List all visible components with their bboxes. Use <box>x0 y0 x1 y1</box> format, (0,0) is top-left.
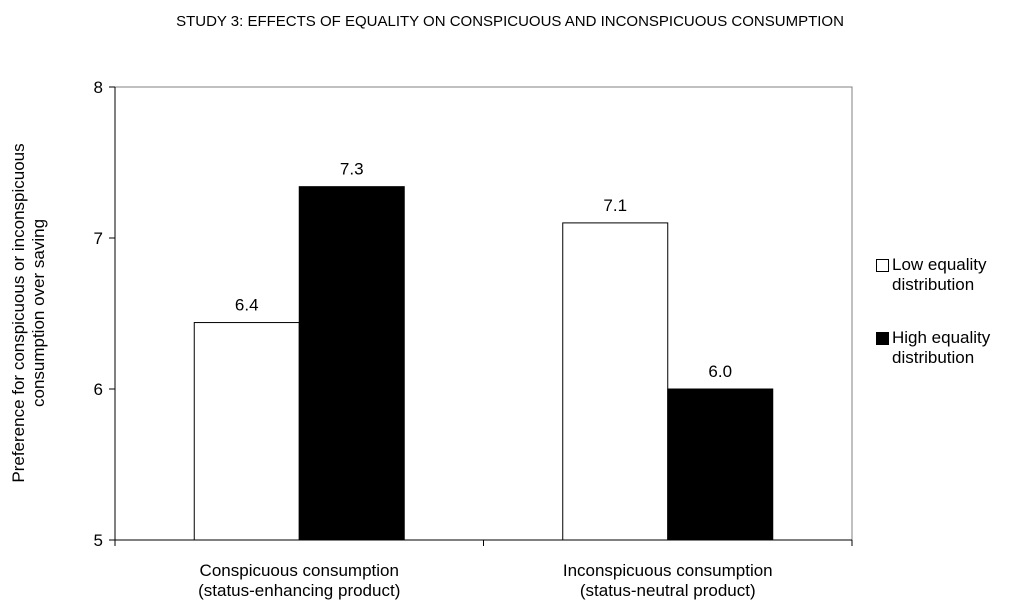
x-tick-label-line: (status-neutral product) <box>580 581 756 600</box>
legend-swatch <box>876 332 889 345</box>
bar <box>667 388 774 541</box>
value-label: 7.1 <box>603 196 627 215</box>
y-axis-title-line: consumption over saving <box>29 219 48 407</box>
y-axis-title-line: Preference for conspicuous or inconspicu… <box>9 143 28 482</box>
value-label: 6.4 <box>235 296 259 315</box>
y-tick-label: 8 <box>94 78 103 97</box>
y-tick-label: 7 <box>94 229 103 248</box>
legend-label: Low equality distribution <box>892 255 987 294</box>
bar <box>298 186 405 541</box>
y-axis-title: Preference for conspicuous or inconspicu… <box>9 143 48 482</box>
x-tick-label-line: (status-enhancing product) <box>198 581 400 600</box>
legend-item: High equality distribution <box>876 328 1016 368</box>
y-tick-label: 5 <box>94 531 103 550</box>
legend-swatch <box>876 259 889 272</box>
x-tick-label-line: Inconspicuous consumption <box>563 561 773 580</box>
x-tick-label: Inconspicuous consumption (status-neutral… <box>563 561 773 600</box>
bar <box>562 222 669 541</box>
x-tick-label-line: Conspicuous consumption <box>200 561 399 580</box>
legend-item: Low equality distribution <box>876 255 1016 295</box>
bar <box>193 322 300 541</box>
value-label: 7.3 <box>340 160 364 179</box>
y-tick-label: 6 <box>94 380 103 399</box>
x-tick-label: Conspicuous consumption (status-enhancing… <box>198 561 400 600</box>
chart-title: STUDY 3: EFFECTS OF EQUALITY ON CONSPICU… <box>176 13 844 30</box>
legend-label: High equality distribution <box>892 328 991 367</box>
value-label: 6.0 <box>708 362 732 381</box>
